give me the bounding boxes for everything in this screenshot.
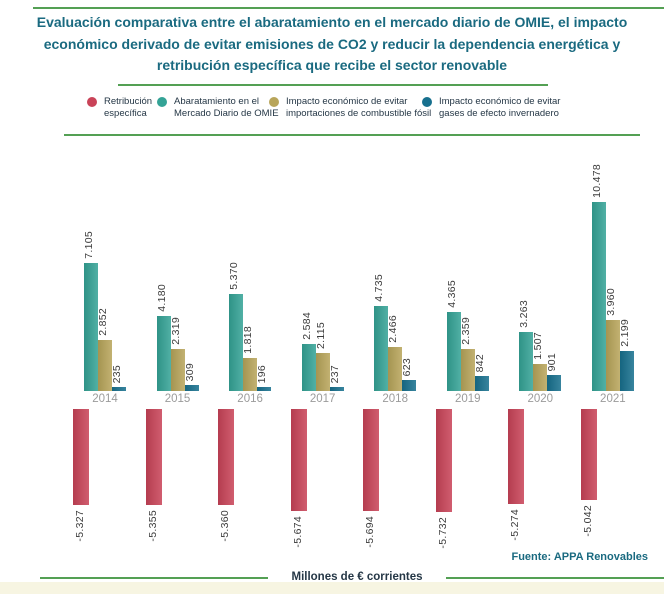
- bar-abaratamiento-en-el-mercado-diario-de-om: [156, 316, 171, 391]
- bar-retribucion-especifica: [508, 409, 525, 504]
- bar-abaratamiento-en-el-mercado-diario-de-om: [301, 344, 316, 391]
- x-axis-label-2018: 2018: [382, 393, 408, 405]
- legend-item-impacto-economico-de-evitar-gases-de-efe: Impacto económico de evitar gases de efe…: [422, 96, 574, 121]
- bar-value-label: 1.507: [532, 332, 545, 360]
- bar-value-label: 10.478: [590, 164, 603, 198]
- x-axis-label-2016: 2016: [237, 393, 263, 405]
- bar-value-label: 2.852: [97, 308, 109, 336]
- bar-value-label: 2.199: [618, 319, 631, 347]
- bar-impacto-economico-de-evitar-gases-de-efe: [257, 387, 272, 391]
- bar-impacto-economico-de-evitar-importacione: [388, 347, 403, 391]
- bar-retribucion-especifica: [435, 409, 452, 512]
- legend-item-retribucion-especifica: Retribución específica: [87, 96, 162, 121]
- bar-impacto-economico-de-evitar-gases-de-efe: [619, 351, 634, 391]
- bar-value-label: 2.319: [169, 317, 182, 345]
- bar-retribucion-especifica: [73, 409, 89, 505]
- bar-impacto-economico-de-evitar-gases-de-efe: [184, 385, 199, 391]
- bar-impacto-economico-de-evitar-importacione: [243, 358, 258, 391]
- bar-value-label: 4.180: [155, 284, 168, 312]
- bar-abaratamiento-en-el-mercado-diario-de-om: [519, 332, 534, 391]
- bar-abaratamiento-en-el-mercado-diario-de-om: [446, 312, 461, 391]
- bar-impacto-economico-de-evitar-importacione: [460, 349, 475, 391]
- bar-value-label: 4.735: [373, 274, 386, 302]
- bar-value-label: -5.042: [581, 505, 594, 537]
- chart-legend: Retribución específica Abaratamiento en e…: [0, 96, 664, 132]
- legend-separator-line: [64, 134, 640, 136]
- bar-value-label: 2.359: [459, 317, 472, 345]
- x-axis-label-2020: 2020: [527, 393, 554, 405]
- bar-abaratamiento-en-el-mercado-diario-de-om: [374, 306, 389, 391]
- bar-abaratamiento-en-el-mercado-diario-de-om: [84, 263, 98, 391]
- bar-value-label: 842: [473, 353, 486, 372]
- bar-value-label: 3.263: [518, 300, 531, 328]
- bar-value-label: 1.818: [242, 326, 255, 354]
- title-separator-line: [118, 84, 548, 86]
- bar-retribucion-especifica: [363, 409, 380, 511]
- legend-item-label: Impacto económico de evitar importacione…: [286, 96, 432, 120]
- source-text: Fuente: APPA Renovables: [511, 551, 648, 563]
- legend-dot-icon: [422, 97, 432, 107]
- bar-value-label: -5.694: [364, 516, 377, 548]
- bar-retribucion-especifica: [218, 409, 235, 505]
- bar-value-label: -5.360: [219, 510, 232, 542]
- bar-impacto-economico-de-evitar-importacione: [170, 349, 185, 391]
- bar-value-label: -5.732: [436, 517, 449, 549]
- bar-value-label: 623: [401, 357, 414, 376]
- x-axis-label-2015: 2015: [164, 393, 191, 405]
- bottom-accent-strip: [0, 582, 664, 594]
- bar-value-label: -5.674: [291, 516, 304, 548]
- legend-item-label: Abaratamiento en el Mercado Diario de OM…: [174, 96, 279, 120]
- x-axis-label-2019: 2019: [454, 393, 481, 405]
- bar-value-label: 196: [256, 364, 269, 383]
- legend-item-label: Impacto económico de evitar gases de efe…: [439, 96, 561, 120]
- bar-value-label: 3.960: [604, 288, 617, 316]
- bar-impacto-economico-de-evitar-gases-de-efe: [547, 375, 562, 391]
- bar-impacto-economico-de-evitar-importacione: [98, 340, 112, 391]
- bar-impacto-economico-de-evitar-importacione: [315, 353, 330, 391]
- bar-value-label: -5.327: [74, 510, 86, 542]
- bar-impacto-economico-de-evitar-gases-de-efe: [402, 380, 417, 391]
- bar-impacto-economico-de-evitar-gases-de-efe: [474, 376, 489, 391]
- legend-dot-icon: [157, 97, 167, 107]
- bar-value-label: 7.105: [83, 231, 95, 259]
- bar-value-label: 4.365: [445, 280, 458, 308]
- bar-value-label: -5.274: [509, 509, 522, 541]
- bar-value-label: 2.466: [387, 315, 400, 343]
- chart-title: Evaluación comparativa entre el abaratam…: [36, 14, 628, 74]
- legend-dot-icon: [87, 97, 97, 107]
- x-axis-label-2014: 2014: [92, 393, 118, 405]
- bar-value-label: 901: [546, 352, 559, 371]
- legend-item-label: Retribución específica: [104, 96, 153, 120]
- bar-value-label: 237: [328, 364, 341, 383]
- x-axis-label-2021: 2021: [600, 393, 626, 405]
- bar-value-label: -5.355: [146, 510, 159, 542]
- bar-impacto-economico-de-evitar-gases-de-efe: [112, 387, 126, 391]
- bar-retribucion-especifica: [145, 409, 162, 505]
- legend-item-impacto-economico-de-evitar-importacione: Impacto económico de evitar importacione…: [269, 96, 451, 121]
- legend-dot-icon: [269, 97, 279, 107]
- legend-item-abaratamiento-en-el-mercado-diario-de-om: Abaratamiento en el Mercado Diario de OM…: [157, 96, 289, 121]
- bar-value-label: 309: [183, 362, 196, 381]
- bar-retribucion-especifica: [580, 409, 597, 500]
- bar-impacto-economico-de-evitar-gases-de-efe: [329, 387, 344, 391]
- bar-impacto-economico-de-evitar-importacione: [605, 320, 620, 391]
- bar-abaratamiento-en-el-mercado-diario-de-om: [591, 202, 606, 391]
- bar-value-label: 5.370: [228, 262, 241, 290]
- bar-value-label: 2.584: [300, 312, 313, 340]
- bar-value-label: 235: [111, 364, 123, 383]
- x-axis-label-2017: 2017: [309, 393, 336, 405]
- bar-retribucion-especifica: [290, 409, 307, 511]
- top-separator-line: [33, 7, 664, 9]
- bar-value-label: 2.115: [314, 322, 327, 349]
- bar-impacto-economico-de-evitar-importacione: [533, 364, 548, 391]
- bar-abaratamiento-en-el-mercado-diario-de-om: [229, 294, 244, 391]
